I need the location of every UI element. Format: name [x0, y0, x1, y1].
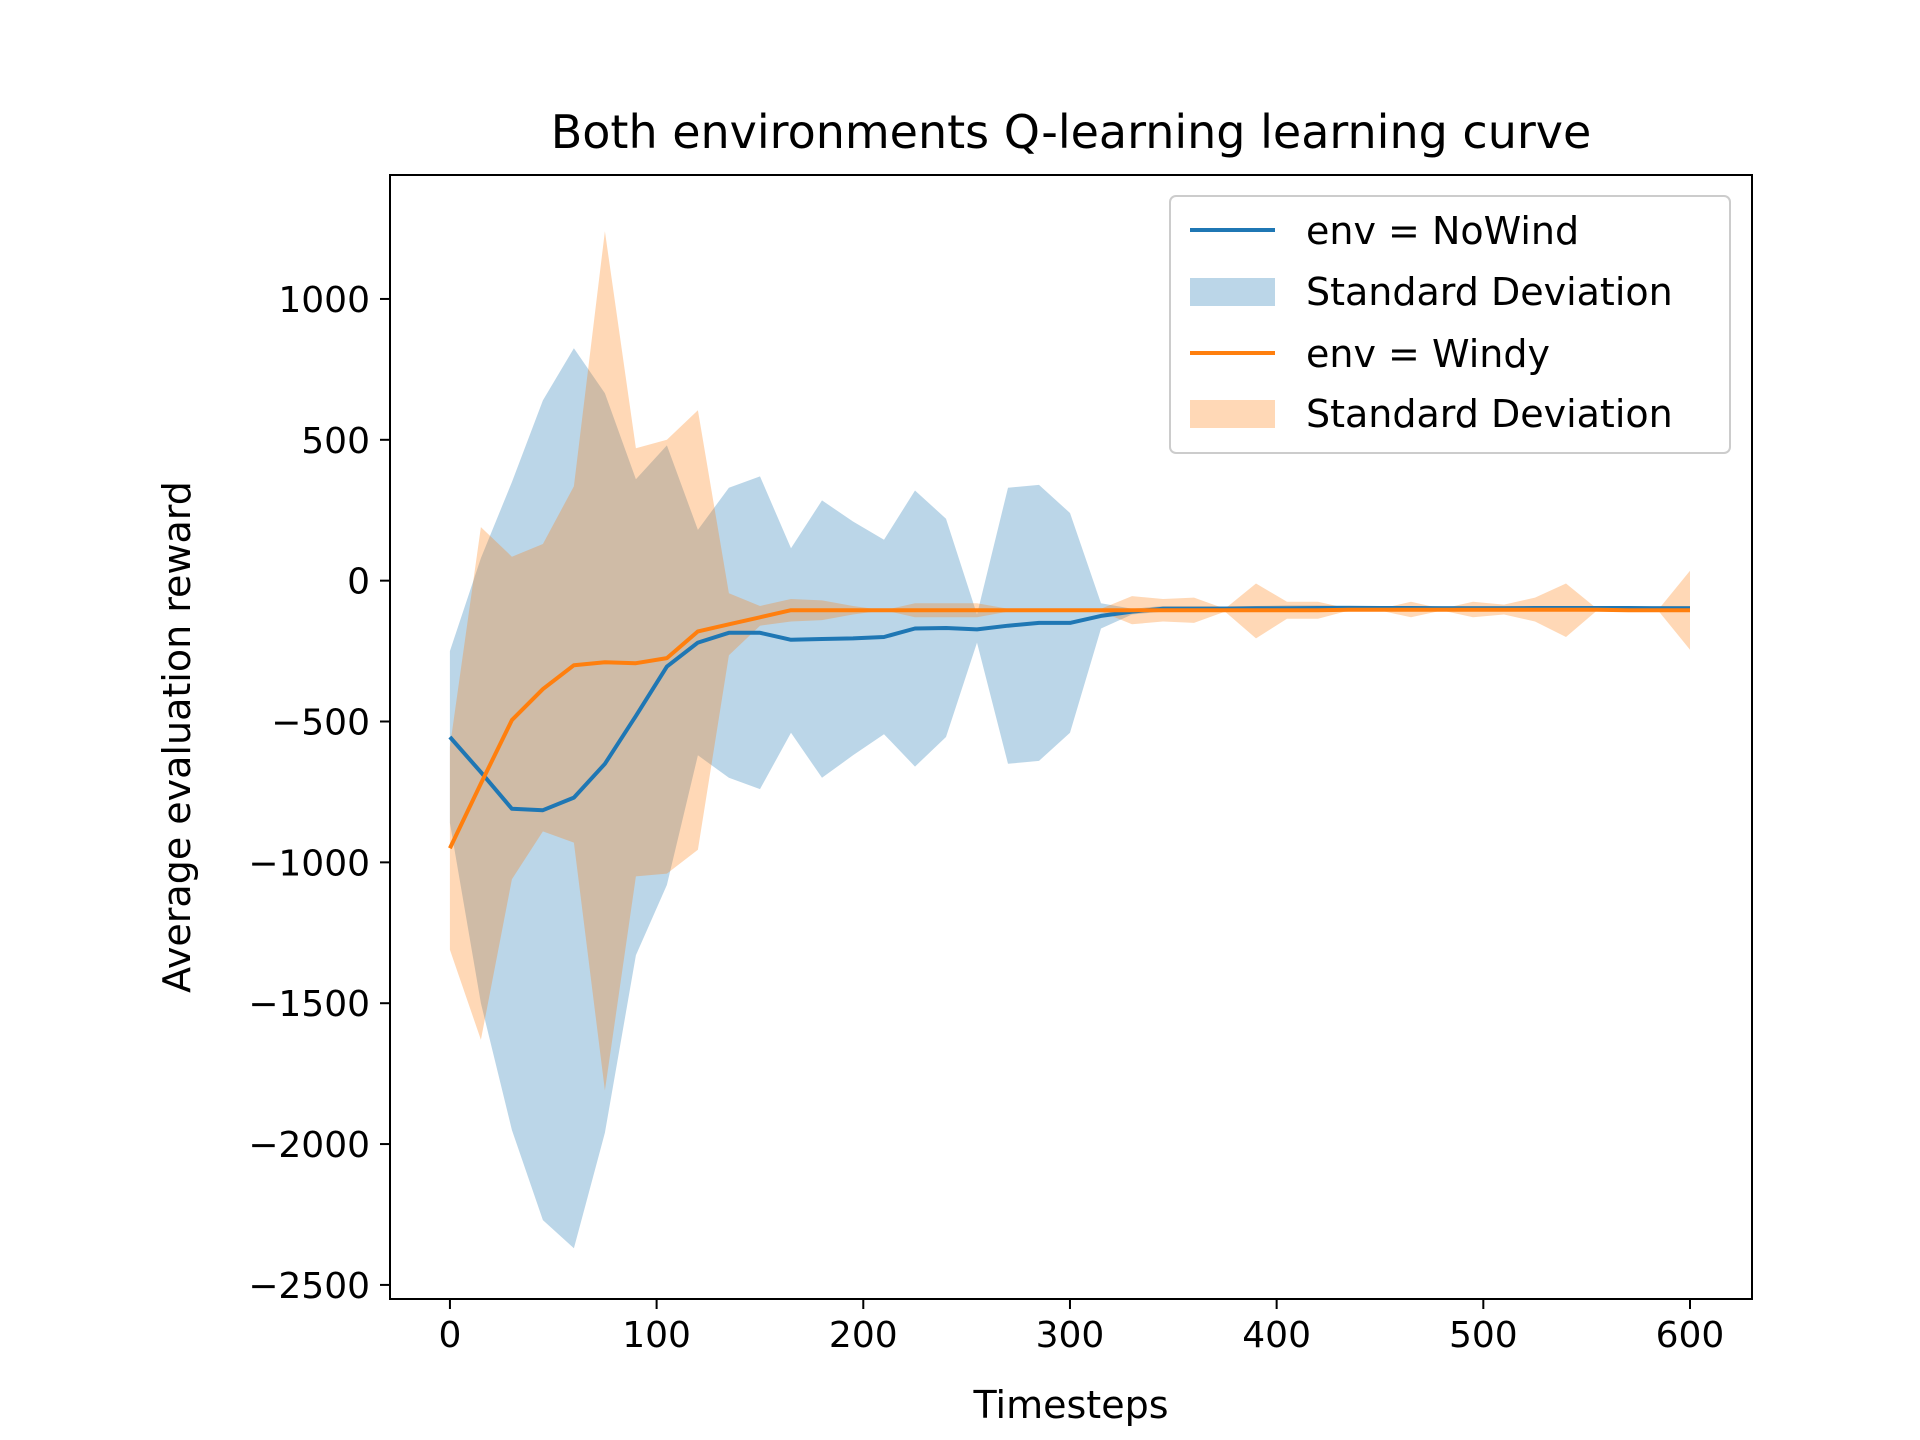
- x-tick-label: 500: [1449, 1315, 1518, 1356]
- std-bands: [449, 231, 1690, 1249]
- legend: env = NoWind Standard Deviation env = Wi…: [1169, 195, 1731, 454]
- x-tick-label: 400: [1242, 1315, 1311, 1356]
- chart-title: Both environments Q-learning learning cu…: [551, 105, 1592, 159]
- x-axis-label: Timesteps: [973, 1383, 1169, 1427]
- x-tick-label: 600: [1656, 1315, 1725, 1356]
- y-tick-label: −2000: [248, 1125, 370, 1166]
- legend-label-windy-band: Standard Deviation: [1306, 392, 1673, 436]
- y-axis-label: Average evaluation reward: [155, 481, 199, 993]
- legend-label-nowind-band: Standard Deviation: [1306, 270, 1673, 314]
- std-band-env-nowind: [449, 348, 1690, 1249]
- legend-label-nowind: env = NoWind: [1306, 209, 1579, 253]
- plot-frame: [389, 174, 1753, 1300]
- x-tick-label: 300: [1036, 1315, 1105, 1356]
- y-tick-label: −1500: [248, 984, 370, 1025]
- x-tick-label: 200: [829, 1315, 898, 1356]
- x-axis-ticks: 0 100 200 300 400 500 600: [438, 1299, 1724, 1356]
- legend-swatch-windy-band: [1190, 400, 1275, 428]
- y-tick-label: −1000: [248, 843, 370, 884]
- y-tick-label: −2500: [248, 1266, 370, 1307]
- y-tick-label: 0: [347, 562, 370, 603]
- legend-frame: [1169, 195, 1731, 454]
- std-band-env-windy: [449, 231, 1690, 1091]
- y-tick-label: 1000: [278, 280, 370, 321]
- y-tick-label: 500: [301, 421, 370, 462]
- x-tick-label: 100: [622, 1315, 691, 1356]
- series-line-env-windy: [448, 607, 1690, 850]
- legend-swatch-nowind-band: [1190, 278, 1275, 306]
- legend-label-windy: env = Windy: [1306, 332, 1550, 376]
- x-tick-label: 0: [438, 1315, 461, 1356]
- series-lines: [448, 606, 1690, 850]
- y-tick-label: −500: [271, 703, 370, 744]
- y-axis-ticks: −2500 −2000 −1500 −1000 −500 0 500 1000: [248, 280, 390, 1307]
